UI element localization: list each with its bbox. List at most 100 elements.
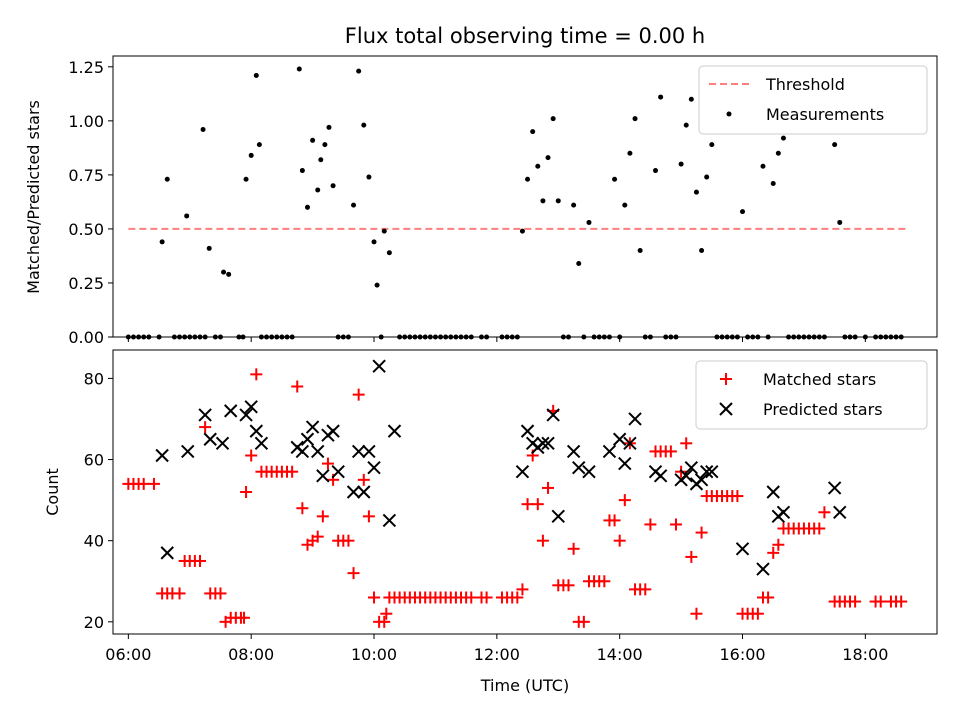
predicted-star-marker bbox=[300, 432, 315, 446]
measurement-point bbox=[837, 219, 843, 225]
predicted-star-marker bbox=[623, 436, 637, 451]
predicted-star-marker bbox=[160, 546, 174, 560]
predicted-star-marker bbox=[249, 424, 264, 438]
bottom-y-tick-label: 80 bbox=[84, 369, 104, 388]
measurement-point bbox=[699, 248, 705, 254]
measurement-point bbox=[693, 189, 699, 195]
measurement-point bbox=[386, 250, 392, 256]
matched-star-marker bbox=[316, 510, 329, 523]
predicted-star-marker bbox=[766, 485, 780, 499]
measurement-point bbox=[248, 152, 254, 158]
matched-star-marker bbox=[368, 591, 381, 604]
measurement-point bbox=[637, 248, 643, 254]
measurement-point bbox=[519, 228, 525, 234]
bottom-plot-frame bbox=[112, 349, 938, 635]
matched-star-marker bbox=[567, 542, 580, 555]
measurement-point bbox=[683, 122, 689, 128]
measurement-point bbox=[381, 228, 387, 234]
measurement-point bbox=[658, 94, 664, 100]
predicted-star-marker bbox=[756, 562, 770, 576]
bottom-x-tick-label: 06:00 bbox=[105, 645, 151, 664]
predicted-star-marker bbox=[367, 460, 381, 475]
matched-star-marker bbox=[342, 534, 355, 547]
predicted-star-marker bbox=[215, 436, 230, 451]
predicted-star-marker bbox=[699, 465, 714, 479]
top-x-tick-marks bbox=[127, 337, 866, 342]
predicted-star-marker bbox=[612, 432, 627, 446]
predicted-star-marker bbox=[602, 444, 617, 459]
matched-star-marker bbox=[245, 449, 258, 462]
bottom-x-tick-label: 14:00 bbox=[597, 645, 643, 664]
matched-star-marker bbox=[536, 534, 549, 547]
bottom-y-axis-label: Count bbox=[43, 468, 62, 516]
predicted-star-marker bbox=[694, 473, 709, 487]
matched-star-marker bbox=[147, 477, 160, 490]
matched-star-marker bbox=[321, 457, 334, 470]
matched-star-marker bbox=[577, 615, 590, 628]
bottom-x-tick-label: 18:00 bbox=[842, 645, 888, 664]
bottom-data-marks bbox=[122, 359, 908, 628]
predicted-star-marker bbox=[566, 444, 581, 459]
measurement-point bbox=[296, 66, 302, 72]
bottom-x-tick-label: 12:00 bbox=[474, 645, 520, 664]
top-y-tick-label: 1.25 bbox=[68, 58, 104, 77]
top-y-tick-label: 1.00 bbox=[68, 112, 104, 131]
predicted-star-marker bbox=[833, 505, 847, 519]
matched-star-marker bbox=[639, 583, 652, 596]
bottom-x-tick-label: 08:00 bbox=[228, 645, 274, 664]
measurement-point bbox=[184, 213, 190, 219]
top-y-tick-label: 0.50 bbox=[68, 220, 104, 239]
bottom-y-tick-label: 60 bbox=[84, 451, 104, 470]
predicted-star-marker bbox=[362, 444, 376, 459]
matched-star-marker bbox=[238, 611, 251, 624]
matched-star-marker bbox=[731, 490, 744, 503]
measurement-point bbox=[356, 68, 362, 74]
matched-star-marker bbox=[240, 486, 253, 498]
predicted-star-marker bbox=[705, 465, 719, 479]
predicted-star-marker bbox=[326, 424, 340, 438]
measurement-point bbox=[253, 72, 259, 78]
matched-star-marker bbox=[618, 494, 631, 507]
measurement-point bbox=[612, 176, 618, 182]
matched-star-marker bbox=[137, 477, 150, 490]
measurement-point bbox=[622, 202, 628, 208]
measurement-point bbox=[688, 96, 694, 102]
matched-star-marker bbox=[378, 615, 391, 628]
measurement-point bbox=[632, 116, 638, 122]
matched-star-marker bbox=[644, 518, 657, 531]
measurement-point bbox=[770, 181, 776, 187]
matched-star-marker bbox=[818, 506, 831, 519]
top-legend: Threshold Measurements bbox=[698, 65, 928, 135]
top-panel: Flux total observing time = 0.00 h 0.000… bbox=[24, 24, 938, 347]
bottom-legend: Matched stars Predicted stars bbox=[695, 360, 928, 430]
measurement-point bbox=[678, 161, 684, 167]
measurement-point bbox=[226, 271, 232, 277]
predicted-star-marker bbox=[305, 420, 320, 434]
matched-star-marker bbox=[286, 465, 299, 478]
matched-star-marker bbox=[352, 388, 365, 401]
matched-star-marker bbox=[511, 591, 524, 604]
measurement-point bbox=[627, 150, 633, 156]
measurement-point bbox=[366, 174, 372, 180]
top-legend-box bbox=[698, 65, 928, 135]
measurement-point bbox=[159, 239, 165, 245]
matched-star-marker bbox=[362, 510, 375, 523]
matched-star-marker bbox=[690, 607, 703, 620]
predicted-star-marker bbox=[254, 436, 269, 451]
measurement-point bbox=[740, 209, 746, 215]
predicted-star-marker bbox=[541, 436, 555, 451]
predicted-star-marker bbox=[776, 505, 791, 519]
measurement-point bbox=[200, 126, 206, 132]
matched-star-marker bbox=[685, 550, 698, 563]
measurement-point bbox=[304, 204, 310, 210]
matched-star-marker bbox=[664, 445, 677, 458]
predicted-star-marker bbox=[684, 460, 699, 475]
predicted-star-marker bbox=[827, 481, 842, 495]
predicted-star-marker bbox=[735, 542, 750, 556]
predicted-star-marker bbox=[382, 513, 397, 528]
top-y-tick-label: 0.00 bbox=[68, 328, 104, 347]
matched-star-marker bbox=[598, 575, 611, 588]
bottom-legend-box bbox=[695, 360, 928, 430]
bottom-x-tick-label: 10:00 bbox=[351, 645, 397, 664]
